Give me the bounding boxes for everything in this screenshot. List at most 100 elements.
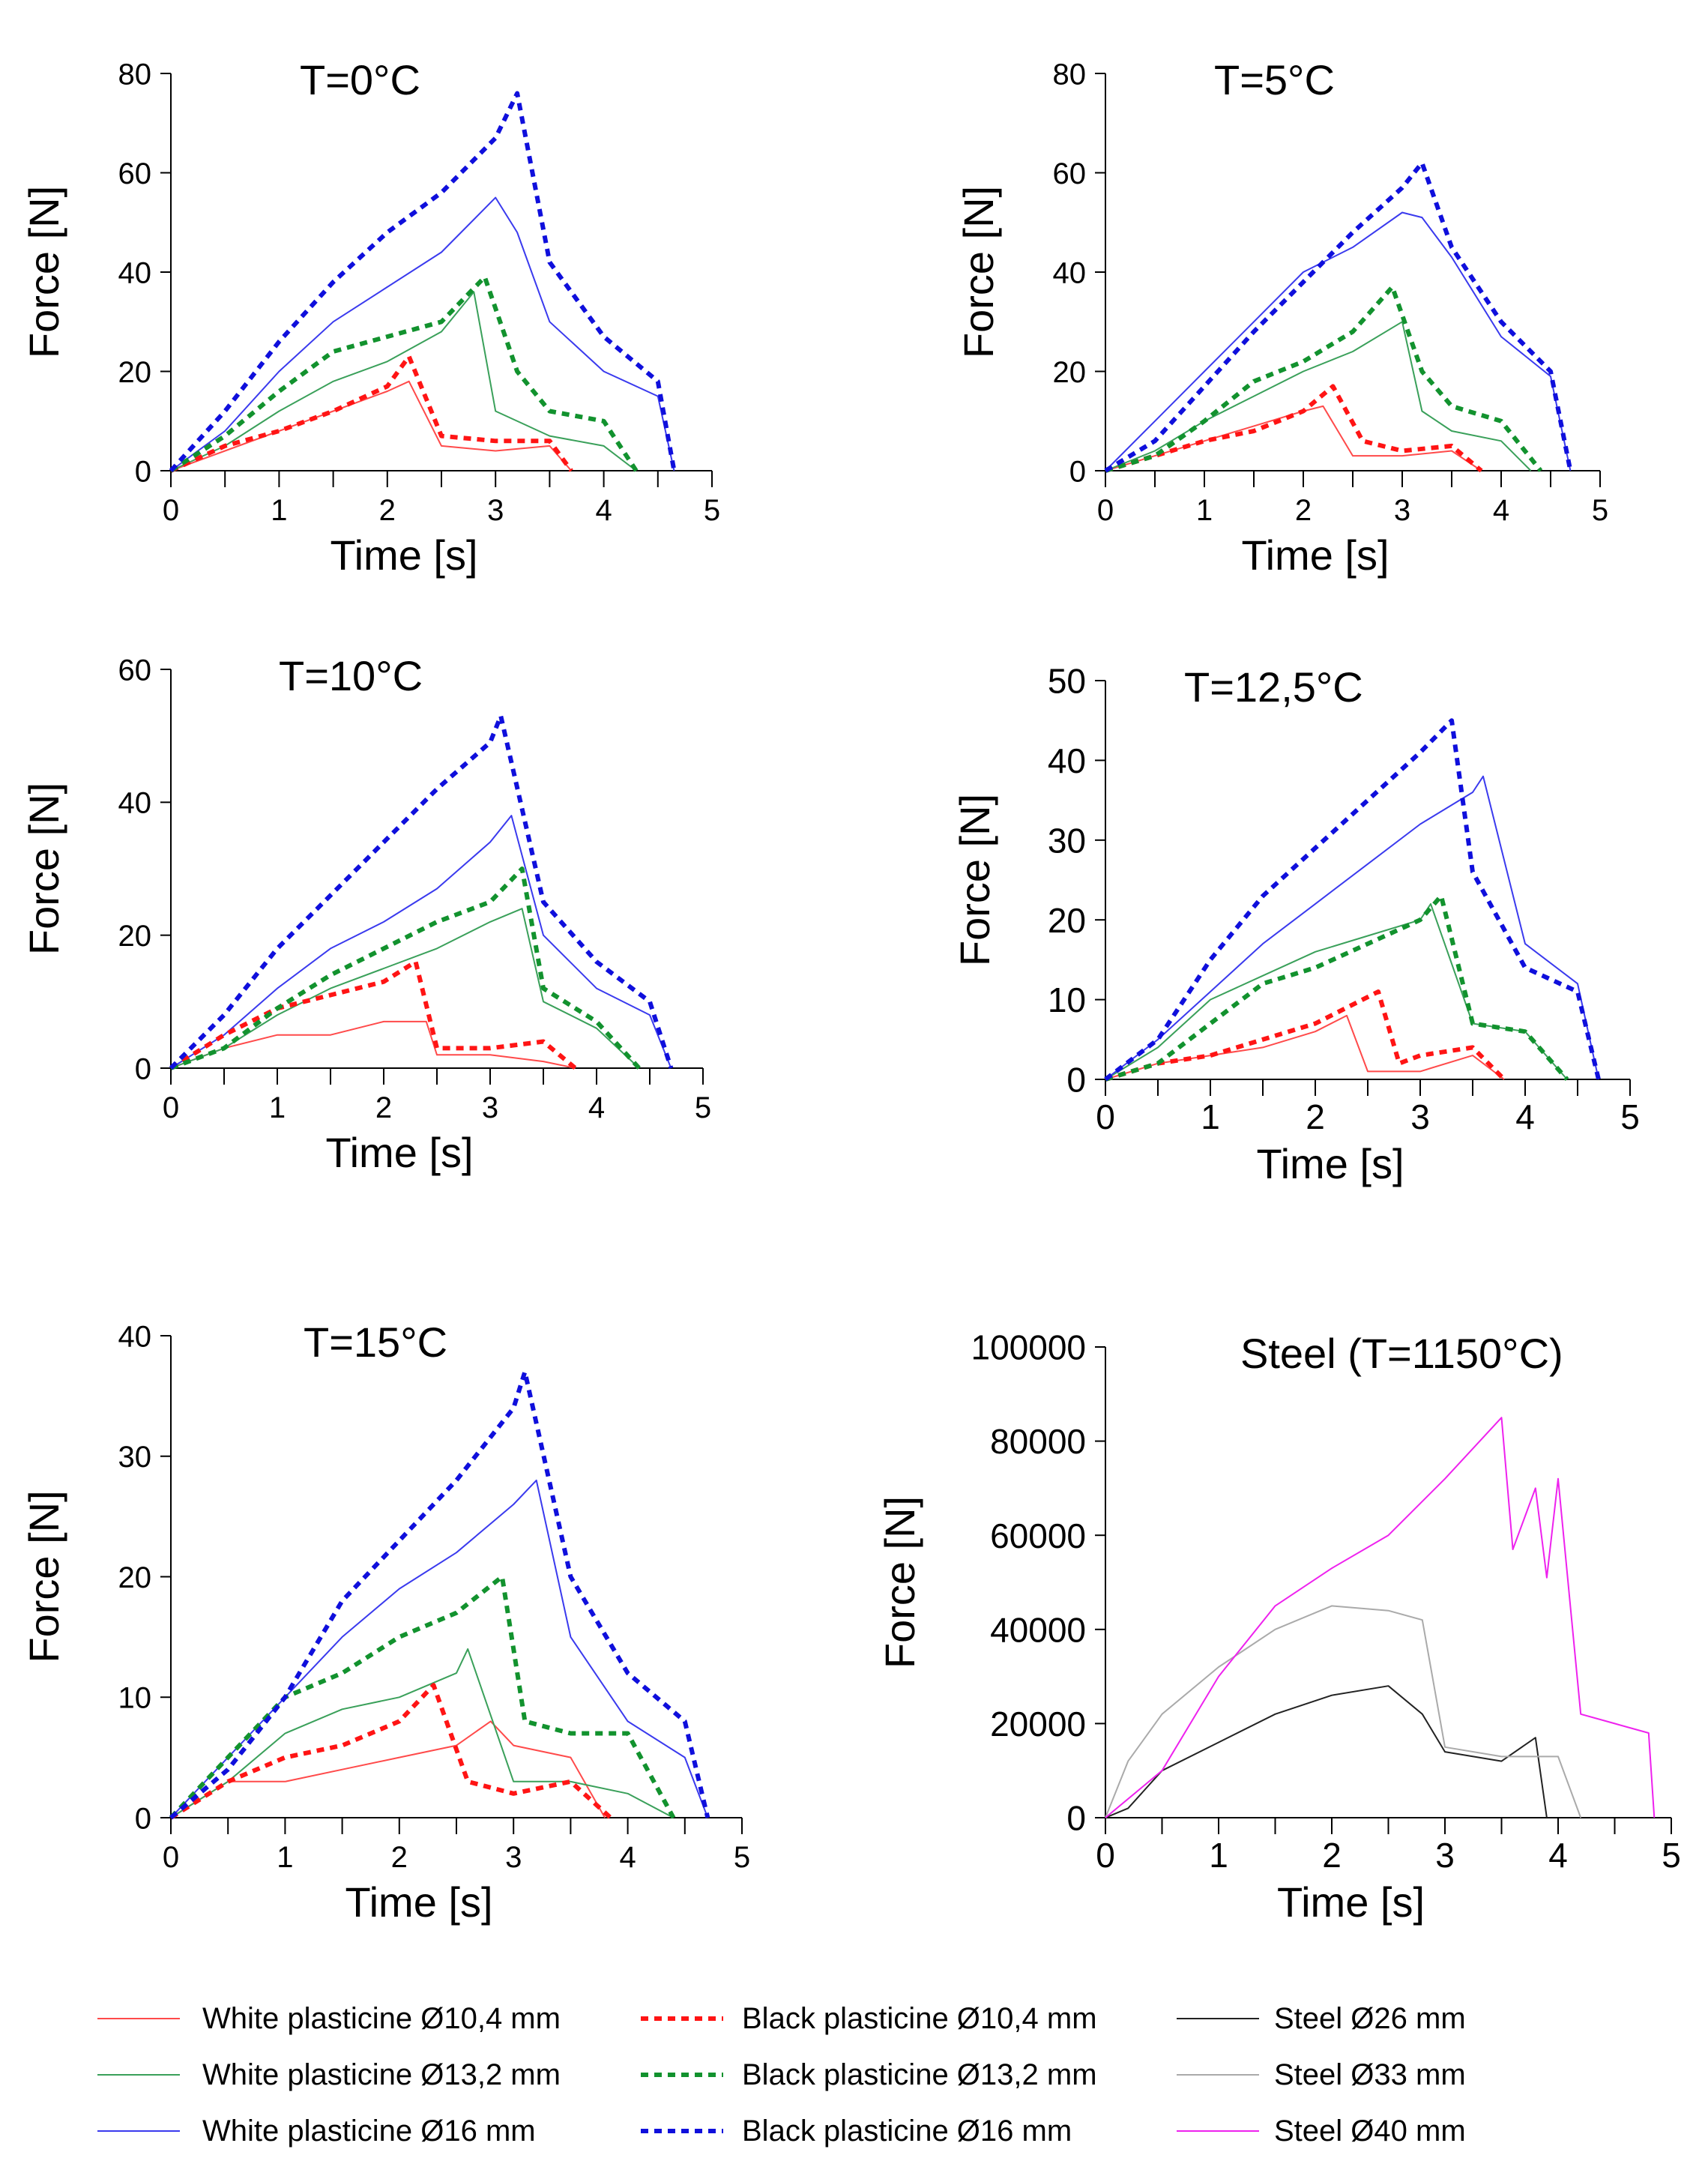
x-axis-label: Time [s] — [1277, 1878, 1425, 1926]
x-tick-label: 2 — [391, 1841, 408, 1874]
x-tick-label: 4 — [1515, 1097, 1535, 1136]
x-tick-label: 3 — [1410, 1097, 1430, 1136]
legend-label-steel-33: Steel Ø33 mm — [1274, 2058, 1466, 2091]
legend-label-steel-26: Steel Ø26 mm — [1274, 2002, 1466, 2035]
x-tick-label: 4 — [1548, 1836, 1568, 1875]
series-line-black-16 — [169, 91, 677, 473]
x-tick-label: 4 — [595, 494, 612, 527]
y-tick-label: 20 — [118, 356, 152, 389]
y-tick-label: 10 — [118, 1682, 152, 1715]
series-line-white-13 — [170, 1648, 675, 1818]
series-line-black-10 — [169, 354, 573, 473]
y-tick-label: 80000 — [990, 1422, 1086, 1461]
series-line-white-16 — [170, 1479, 709, 1818]
x-tick-label: 1 — [1201, 1097, 1220, 1136]
x-tick-label: 1 — [271, 494, 287, 527]
y-axis-label: Force [N] — [20, 186, 67, 358]
x-tick-label: 2 — [375, 1091, 392, 1124]
y-tick-label: 60 — [118, 157, 152, 190]
x-tick-label: 4 — [588, 1091, 605, 1124]
y-tick-label: 50 — [1048, 662, 1086, 701]
x-tick-label: 0 — [163, 1091, 179, 1124]
y-tick-label: 100000 — [971, 1328, 1087, 1367]
x-tick-label: 5 — [704, 494, 720, 527]
x-axis-label: Time [s] — [330, 531, 477, 579]
y-tick-label: 40 — [118, 787, 152, 820]
legend-item-white-10: White plasticine Ø10,4 mm — [97, 2002, 561, 2035]
legend-item-black-16: Black plasticine Ø16 mm — [641, 2115, 1072, 2148]
legend-label-white-13: White plasticine Ø13,2 mm — [202, 2058, 561, 2091]
y-tick-label: 60000 — [990, 1516, 1086, 1555]
x-tick-label: 4 — [1493, 494, 1509, 527]
series-line-white-10 — [170, 380, 573, 471]
y-axis-label: Force [N] — [876, 1496, 923, 1669]
x-axis-label: Time [s] — [1241, 531, 1389, 579]
series-line-white-13 — [170, 291, 637, 471]
series-line-white-16 — [170, 196, 675, 471]
x-tick-label: 2 — [1295, 494, 1312, 527]
y-tick-label: 0 — [1069, 455, 1086, 488]
y-tick-label: 0 — [135, 1052, 151, 1085]
x-tick-label: 3 — [505, 1841, 522, 1874]
y-tick-label: 0 — [135, 455, 151, 488]
y-tick-label: 0 — [135, 1802, 151, 1835]
series-line-black-10 — [1105, 384, 1483, 473]
legend-label-black-10: Black plasticine Ø10,4 mm — [742, 2002, 1097, 2035]
series-line-black-10 — [169, 959, 577, 1070]
series-line-black-16 — [1104, 160, 1573, 473]
y-tick-label: 40000 — [990, 1610, 1086, 1649]
y-tick-label: 20 — [1048, 901, 1086, 940]
x-axis-label: Time [s] — [1256, 1140, 1404, 1187]
legend-label-black-13: Black plasticine Ø13,2 mm — [742, 2058, 1097, 2091]
series-line-white-13 — [1105, 321, 1532, 471]
x-tick-label: 2 — [1322, 1836, 1342, 1875]
x-tick-label: 4 — [619, 1841, 636, 1874]
series-line-black-16 — [169, 1369, 710, 1820]
x-axis-label: Time [s] — [325, 1129, 473, 1176]
x-tick-label: 1 — [269, 1091, 286, 1124]
y-tick-label: 30 — [1048, 821, 1086, 860]
y-tick-label: 40 — [1048, 741, 1086, 780]
x-tick-label: 0 — [1096, 1836, 1115, 1875]
chart-title: T=10°C — [279, 652, 423, 699]
chart-title: T=0°C — [300, 56, 420, 103]
x-tick-label: 0 — [163, 1841, 179, 1874]
x-tick-label: 0 — [163, 494, 179, 527]
y-tick-label: 80 — [118, 58, 152, 91]
series-line-black-13 — [169, 274, 639, 473]
x-tick-label: 5 — [1662, 1836, 1681, 1875]
legend-graphics: White plasticine Ø10,4 mm White plastici… — [97, 2002, 1466, 2148]
y-tick-label: 0 — [1066, 1061, 1086, 1100]
series-line-white-16 — [170, 815, 672, 1069]
y-axis-label: Force [N] — [20, 783, 67, 955]
legend-item-steel-26: Steel Ø26 mm — [1177, 2002, 1466, 2035]
series-line-white-16 — [1105, 775, 1599, 1080]
y-tick-label: 20000 — [990, 1705, 1086, 1743]
legend: White plasticine Ø10,4 mm White plastici… — [0, 1971, 1708, 2166]
series-line-black-13 — [169, 867, 642, 1070]
y-tick-label: 30 — [118, 1441, 152, 1474]
y-tick-label: 40 — [1053, 256, 1087, 289]
y-tick-label: 10 — [1048, 980, 1086, 1019]
y-tick-label: 20 — [118, 920, 152, 953]
x-tick-label: 1 — [1196, 494, 1213, 527]
x-tick-label: 5 — [1592, 494, 1608, 527]
x-tick-label: 1 — [1209, 1836, 1228, 1875]
chart-panel-6: 0 1 2 3 4 5 0 20000 40000 60000 80000 100000 Time [s… — [876, 1328, 1681, 1926]
series-line-black-13 — [169, 1574, 676, 1820]
y-tick-label: 80 — [1053, 58, 1087, 91]
series-line-white-13 — [170, 908, 640, 1069]
series-line-steel-33 — [1105, 1605, 1582, 1818]
x-tick-label: 3 — [482, 1091, 498, 1124]
series-line-black-16 — [1104, 718, 1601, 1082]
chart-title: Steel (T=1150°C) — [1240, 1330, 1563, 1377]
series-line-black-10 — [1105, 989, 1506, 1082]
series-line-black-16 — [169, 714, 674, 1070]
x-tick-label: 3 — [1394, 494, 1410, 527]
x-tick-label: 2 — [379, 494, 396, 527]
y-tick-label: 0 — [1066, 1799, 1086, 1838]
legend-item-white-13: White plasticine Ø13,2 mm — [97, 2058, 561, 2091]
chart-title: T=15°C — [304, 1318, 447, 1366]
